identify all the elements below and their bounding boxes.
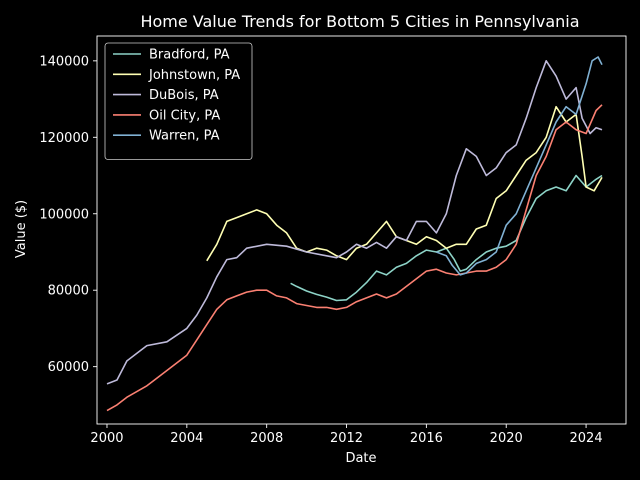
x-tick-label: 2016 [410,431,443,446]
series-line-1 [290,174,603,302]
axes-layer: 2000 2004 2008 2012 2016 2020 2024 60000 80000 10… [39,35,627,446]
x-tick-label: 2020 [490,431,523,446]
x-axis-label: Date [345,451,376,466]
series-line-2 [206,105,603,262]
legend-label: DuBois, PA [149,88,219,103]
legend-label: Warren, PA [149,129,220,144]
y-tick-label: 140000 [39,54,89,69]
legend-label: Oil City, PA [149,108,220,123]
series-line-4 [106,104,603,412]
x-tick-label: 2008 [250,431,283,446]
series-line-5 [436,56,603,276]
y-tick-label: 100000 [39,207,89,222]
y-axis-label: Value ($) [14,200,29,258]
chart-title: Home Value Trends for Bottom 5 Cities in… [140,12,579,31]
series-layer [106,56,603,412]
plot-frame [96,35,627,425]
legend-label: Johnstown, PA [148,68,240,83]
x-tick-label: 2004 [170,431,203,446]
legend: Bradford, PA Johnstown, PA DuBois, PA Oil C… [104,42,253,160]
y-tick-label: 120000 [39,131,89,146]
y-tick-label: 80000 [48,284,89,299]
legend-box [104,42,253,160]
series-line-3 [106,60,603,385]
x-tick-label: 2000 [90,431,123,446]
y-tick-label: 60000 [48,360,89,375]
x-tick-label: 2012 [330,431,363,446]
legend-label: Bradford, PA [149,48,230,63]
x-tick-label: 2024 [570,431,603,446]
